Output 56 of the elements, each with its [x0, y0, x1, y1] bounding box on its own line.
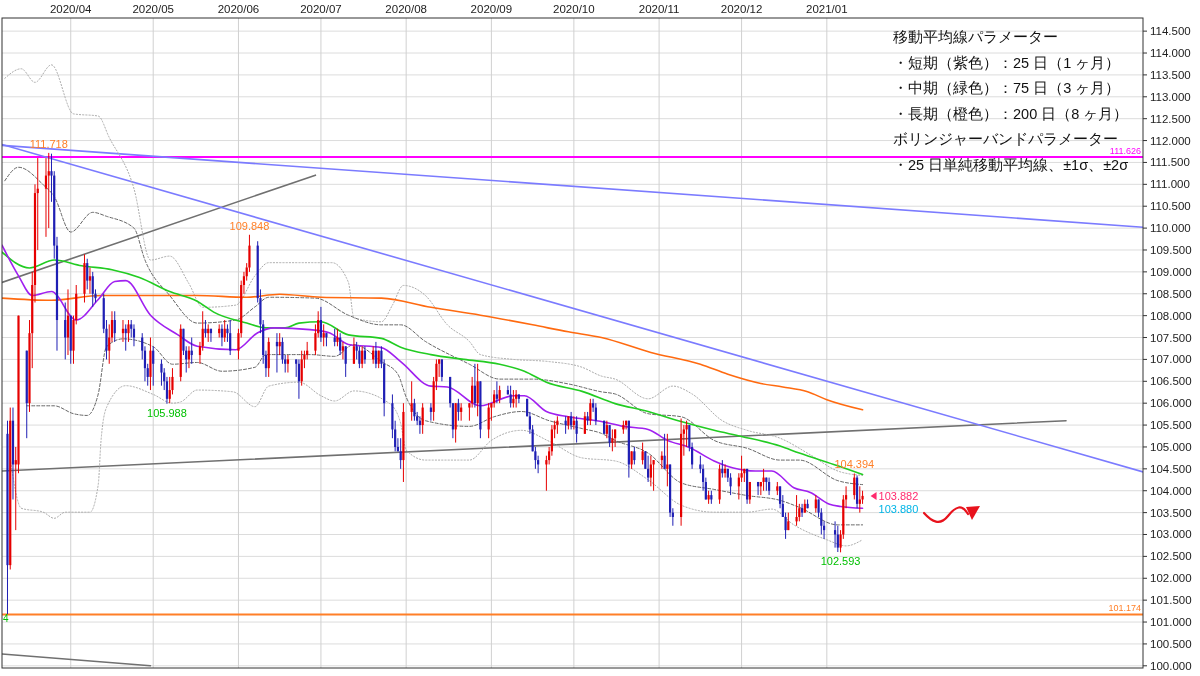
y-tick-label: 111.500: [1150, 156, 1190, 169]
x-tick-label: 2020/08: [385, 3, 427, 15]
y-tick-label: 105.000: [1150, 440, 1192, 453]
y-tick-label: 106.500: [1150, 375, 1192, 388]
y-tick-label: 106.000: [1150, 397, 1192, 410]
y-tick-label: 112.500: [1150, 112, 1191, 125]
annotation: 109.848: [229, 219, 270, 232]
y-tick-label: 113.500: [1150, 68, 1191, 81]
y-tick-label: 112.000: [1150, 134, 1191, 147]
annotation: ・短期（紫色）：25 日（1 ヶ月）: [893, 54, 1121, 71]
y-tick-label: 102.000: [1150, 572, 1192, 585]
y-tick-label: 110.500: [1150, 200, 1191, 213]
y-tick-label: 109.000: [1150, 265, 1192, 278]
y-tick-label: 103.000: [1150, 528, 1192, 541]
annotation: 105.988: [147, 406, 187, 419]
annotation: ・25 日単純移動平均線、±1σ、±2σ: [893, 156, 1129, 173]
x-tick-label: 2020/06: [217, 3, 260, 15]
y-tick-label: 100.000: [1150, 659, 1192, 672]
y-tick-label: 107.000: [1150, 353, 1192, 366]
annotation: 移動平均線パラメーター: [893, 29, 1058, 45]
annotation: 104.394: [834, 458, 875, 471]
annotation: 103.880: [878, 502, 919, 515]
x-tick-label: 2020/11: [638, 3, 680, 15]
x-tick-label: 2021/01: [806, 3, 848, 15]
ref-line-label: 111.626: [1109, 145, 1141, 156]
y-tick-label: 101.500: [1150, 594, 1192, 607]
x-tick-label: 2020/07: [300, 3, 342, 15]
annotation: 111.718: [29, 137, 68, 150]
y-tick-label: 109.500: [1150, 243, 1192, 256]
y-tick-label: 110.000: [1150, 222, 1191, 235]
x-tick-label: 2020/05: [132, 3, 175, 15]
annotation: 102.593: [820, 555, 861, 568]
x-tick-label: 2020/12: [720, 3, 763, 15]
y-tick-label: 101.000: [1150, 616, 1192, 629]
y-tick-label: 114.500: [1150, 25, 1191, 38]
y-tick-label: 108.000: [1150, 309, 1192, 322]
y-tick-label: 113.000: [1150, 90, 1191, 103]
annotation: ・中期（緑色）：75 日（3 ヶ月）: [893, 80, 1121, 96]
x-tick-label: 2020/10: [553, 3, 595, 15]
y-tick-label: 102.500: [1150, 550, 1192, 563]
annotation: ボリンジャーバンドパラメーター: [893, 131, 1118, 147]
y-tick-label: 100.500: [1150, 637, 1192, 650]
annotation: 4: [3, 612, 9, 624]
y-tick-label: 104.500: [1150, 462, 1192, 475]
y-tick-label: 105.500: [1150, 419, 1192, 432]
y-tick-label: 114.000: [1150, 47, 1191, 60]
y-tick-label: 103.500: [1150, 506, 1192, 519]
x-tick-label: 2020/09: [470, 3, 513, 15]
y-tick-label: 107.500: [1150, 331, 1192, 344]
annotation: ・長期（橙色）：200 日（8 ヶ月）: [893, 105, 1129, 122]
ref-line-label: 101.174: [1108, 603, 1141, 614]
y-tick-label: 111.000: [1150, 178, 1190, 191]
annotation: 103.882: [878, 489, 919, 502]
x-tick-label: 2020/04: [49, 3, 93, 15]
y-tick-label: 108.500: [1150, 287, 1192, 300]
y-tick-label: 104.000: [1150, 484, 1192, 497]
